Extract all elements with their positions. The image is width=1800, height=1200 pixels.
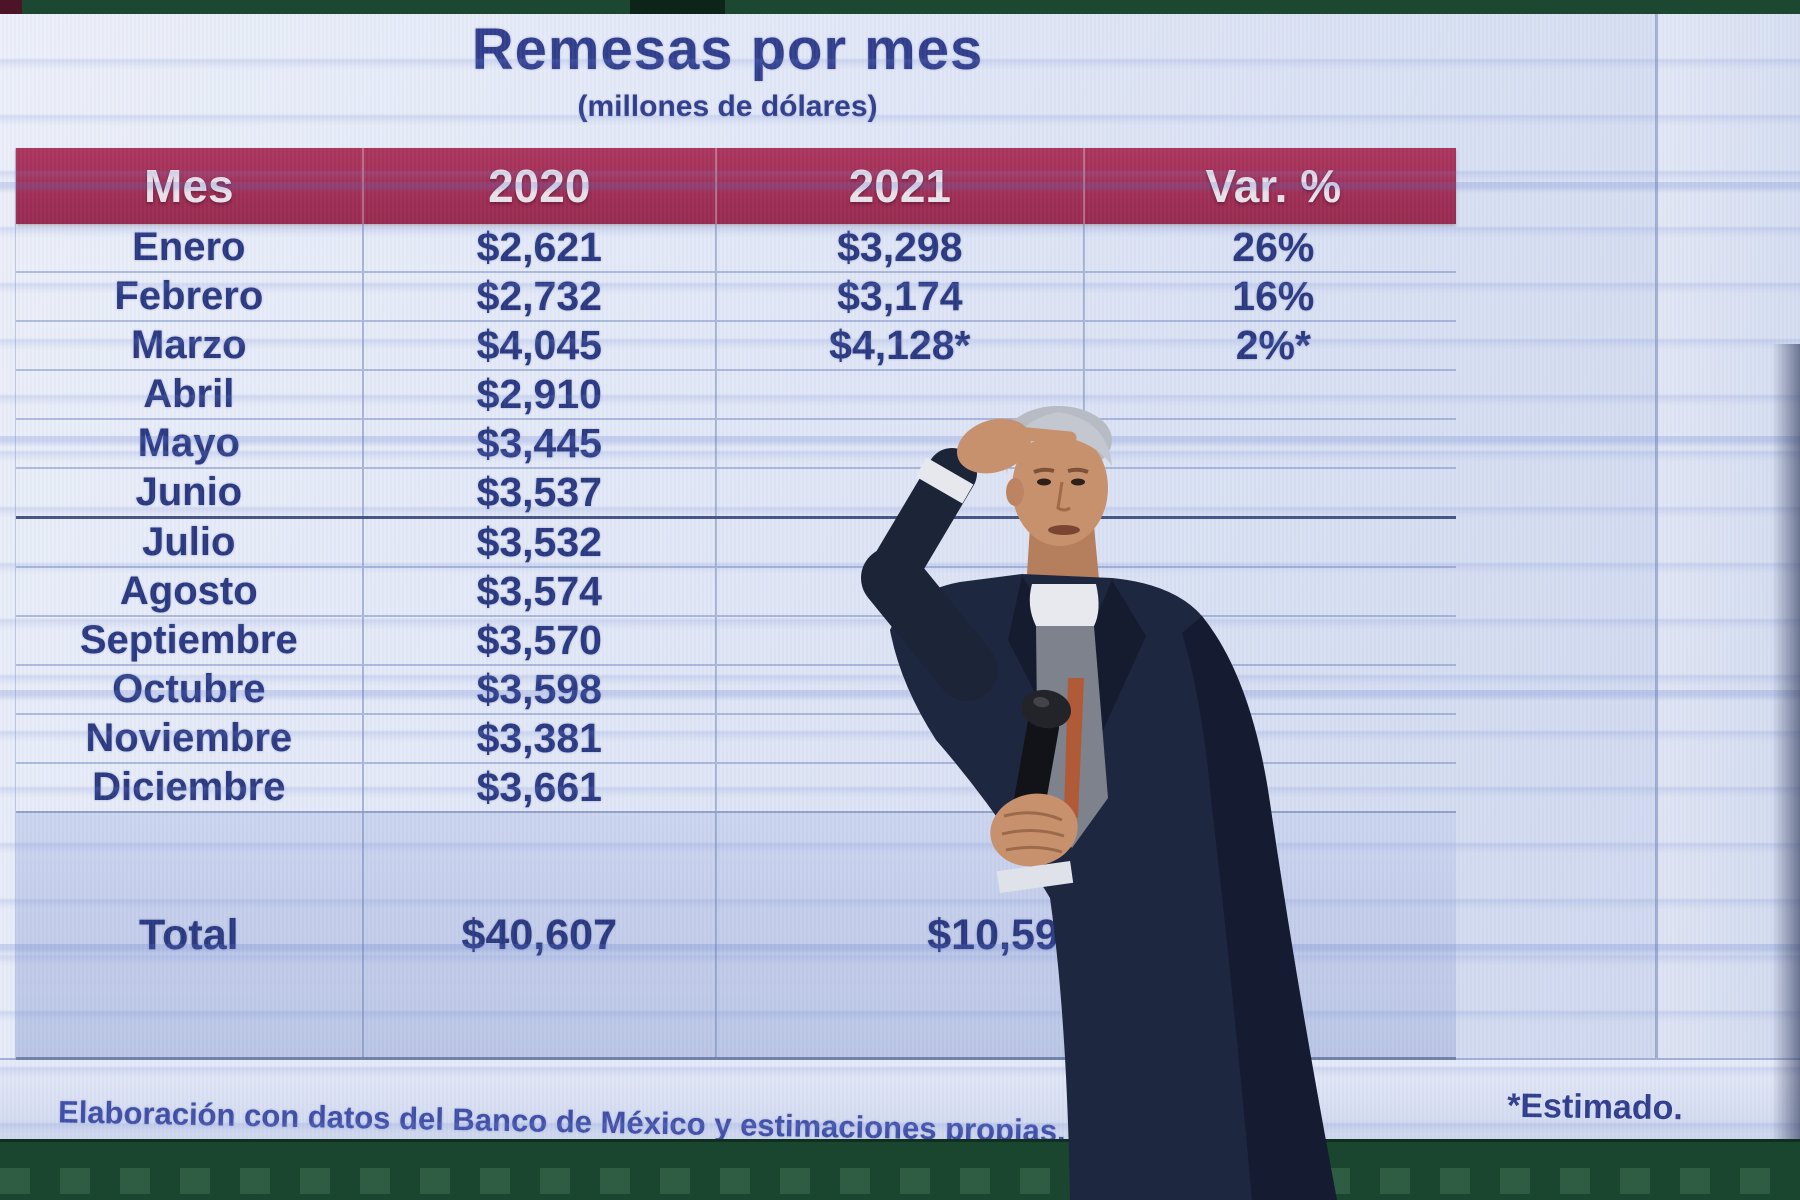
table-row: Marzo $4,045 $4,128* 2%* [16, 320, 1456, 369]
shirt-cuff-left [996, 860, 1074, 894]
table-row: Octubre $3,598 [16, 664, 1456, 713]
cell-mes: Marzo [131, 323, 247, 367]
cell-mes: Octubre [112, 667, 266, 711]
cell-var [1082, 371, 1462, 418]
cell-y2021 [714, 764, 1083, 811]
stage-top-notch [630, 0, 725, 14]
cell-y2020: $4,045 [361, 322, 715, 369]
shirt-collar [1029, 584, 1099, 626]
cell-y2021 [714, 617, 1083, 664]
stage-top-band [0, 0, 1800, 14]
presenter-suit [890, 574, 1337, 1200]
cell-y2021 [714, 469, 1083, 516]
cell-mes: Enero [132, 225, 246, 269]
table-row: Septiembre $3,570 [16, 615, 1456, 664]
stage-bottom-band [0, 1139, 1800, 1200]
table-row: Abril $2,910 [16, 369, 1456, 418]
greca-pattern [0, 1168, 1800, 1194]
table-row: Agosto $3,574 [16, 566, 1456, 615]
slide-subtitle: (millones de dólares) [577, 90, 878, 123]
table-header-row: Mes 2020 2021 Var. % [16, 148, 1456, 224]
cell-y2020: $3,532 [361, 519, 715, 566]
cell-mes: Septiembre [79, 618, 298, 662]
table-row: Febrero $2,732 $3,174 16% [16, 271, 1456, 320]
table-row: Noviembre $3,381 [16, 713, 1456, 762]
cell-y2021 [714, 715, 1083, 762]
cell-var: 16% [1082, 273, 1462, 320]
shirt-cuff-right [915, 457, 974, 504]
cell-y2021 [714, 666, 1083, 713]
cell-y2020: $3,661 [361, 764, 715, 811]
hair-front [1006, 412, 1112, 474]
cell-mes: Noviembre [85, 716, 293, 760]
screen-panel-seam [1655, 14, 1658, 1142]
cell-mes: Abril [143, 372, 235, 416]
estimate-footnote: *Estimado. [1506, 1086, 1684, 1128]
column-header-mes: Mes [144, 160, 234, 212]
ear [1006, 478, 1024, 506]
cell-y2020: $3,574 [361, 568, 715, 615]
nose [1056, 481, 1071, 512]
table-row: Mayo $3,445 [16, 418, 1456, 467]
cell-mes: Julio [142, 520, 236, 564]
cell-y2021: $3,298 [714, 224, 1083, 271]
slide-title: Remesas por mes [471, 17, 984, 82]
table-row: Junio $3,537 [16, 467, 1456, 516]
cell-y2021: $3,174 [714, 273, 1083, 320]
cell-mes: Junio [135, 470, 243, 514]
cell-var: 26% [1082, 224, 1462, 271]
table-row: Julio $3,532 [16, 516, 1456, 566]
cell-y2021 [714, 371, 1083, 418]
cell-y2021 [714, 519, 1083, 566]
cell-y2021: $4,128* [714, 322, 1083, 369]
total-2020: $40,607 [361, 813, 715, 1057]
cell-y2020: $3,381 [361, 715, 715, 762]
eyebrow-right [1067, 467, 1089, 474]
presenter-raised-arm [861, 418, 1077, 701]
mouth [1048, 525, 1080, 535]
stage-top-accent [0, 0, 22, 14]
total-label: Total [139, 910, 239, 959]
cell-mes: Agosto [119, 569, 258, 613]
cell-y2020: $3,598 [361, 666, 715, 713]
cell-y2021 [714, 420, 1083, 467]
eye-right [1071, 478, 1085, 486]
cell-mes: Mayo [137, 421, 240, 465]
eyebrow-left [1033, 467, 1055, 474]
cell-y2020: $3,537 [361, 469, 715, 516]
table-row: Enero $2,621 $3,298 26% [16, 224, 1456, 271]
cell-y2020: $3,570 [361, 617, 715, 664]
screen-right-shadow [1772, 344, 1800, 1142]
presenter-left-hand [990, 793, 1078, 894]
cell-y2020: $2,732 [361, 273, 715, 320]
cell-y2020: $2,910 [361, 371, 715, 418]
column-header-2021: 2021 [714, 148, 1083, 224]
cell-mes: Diciembre [92, 765, 286, 809]
column-header-var: Var. % [1082, 148, 1462, 224]
pointing-finger [1010, 426, 1077, 445]
table-body: Enero $2,621 $3,298 26% Febrero $2,732 $3,174 1… [16, 224, 1456, 811]
cell-mes: Febrero [114, 274, 264, 318]
column-header-2020: 2020 [361, 148, 715, 224]
table-row: Diciembre $3,661 [16, 762, 1456, 811]
cell-y2021 [714, 568, 1083, 615]
cell-var: 2%* [1082, 322, 1462, 369]
cell-y2020: $2,621 [361, 224, 715, 271]
cell-y2020: $3,445 [361, 420, 715, 467]
presenter [861, 406, 1337, 1200]
suit-shading [1182, 616, 1337, 1200]
eye-left [1037, 478, 1051, 486]
screen-bottom-strip [0, 1058, 1800, 1142]
